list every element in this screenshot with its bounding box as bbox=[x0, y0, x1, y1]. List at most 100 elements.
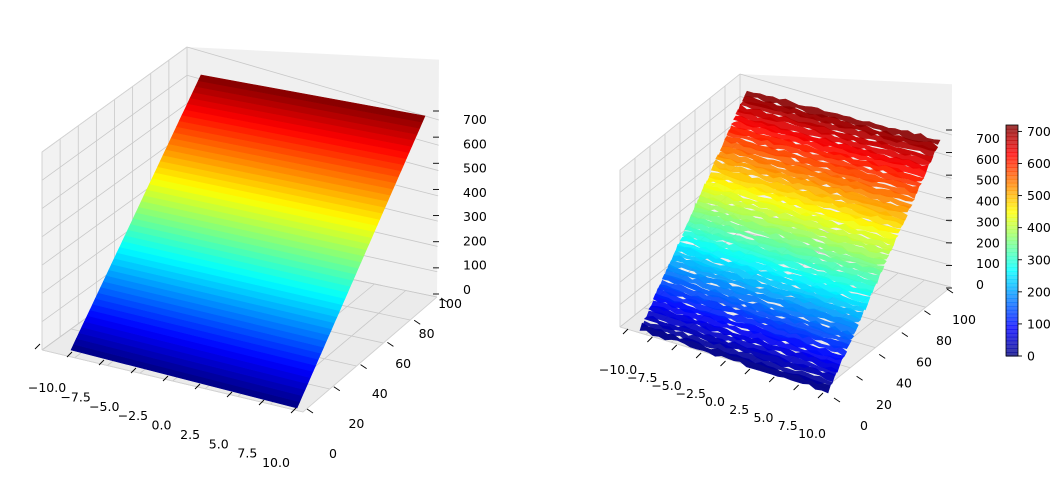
colorbar-segment bbox=[1006, 225, 1018, 230]
colorbar-segment bbox=[1006, 302, 1018, 307]
grid-back-z bbox=[739, 73, 953, 136]
x-axis-tick-label: 7.5 bbox=[778, 418, 798, 433]
z-axis-tick-label: 100 bbox=[463, 258, 487, 273]
colorbar-segment bbox=[1006, 198, 1018, 203]
colorbar-segment bbox=[1006, 267, 1018, 272]
z-axis-tick-label: 300 bbox=[976, 214, 1000, 229]
surface-strip bbox=[744, 90, 941, 145]
x-axis-tick-label: 7.5 bbox=[237, 446, 257, 461]
grid-z bbox=[41, 131, 188, 238]
colorbar-segment bbox=[1006, 178, 1018, 184]
surface-strip bbox=[672, 250, 866, 313]
colorbar-segment bbox=[1006, 286, 1018, 292]
left-surface-plot: −10.0−7.5−5.0−2.5 0.0 2.5 5.0 7.5 10.0 0 20 40 60… bbox=[28, 46, 487, 470]
colorbar-segment bbox=[1006, 202, 1018, 207]
grid-z bbox=[619, 118, 741, 216]
colorbar-segment bbox=[1006, 163, 1018, 168]
x-axis-tick bbox=[130, 367, 137, 374]
x-axis-tick bbox=[817, 392, 824, 399]
colorbar-segment bbox=[1006, 167, 1018, 172]
surface-strip bbox=[704, 180, 899, 240]
surface-strip bbox=[724, 135, 920, 194]
colorbar-segment bbox=[1006, 209, 1018, 215]
surface-strip bbox=[717, 151, 913, 209]
colorbar-tick-label: 500 bbox=[1027, 188, 1051, 203]
surface-strip bbox=[686, 220, 880, 284]
colorbar-segment bbox=[1006, 194, 1018, 199]
y-axis-tick bbox=[878, 354, 886, 359]
colorbar-segment bbox=[1006, 155, 1018, 161]
y-axis-tick bbox=[360, 364, 367, 369]
y-axis-tick bbox=[946, 288, 954, 294]
colorbar-segment bbox=[1006, 221, 1018, 226]
colorbar-segment bbox=[1006, 271, 1018, 276]
y-axis-tick bbox=[413, 319, 421, 325]
colorbar-segment bbox=[1006, 136, 1018, 141]
z-axis-tick-label: 400 bbox=[463, 185, 487, 200]
colorbar-segment bbox=[1006, 298, 1018, 303]
x-axis-tick bbox=[695, 352, 702, 359]
x-axis-tick-label: 10.0 bbox=[798, 426, 826, 441]
colorbar-segment bbox=[1006, 282, 1018, 288]
colorbar-segment bbox=[1006, 275, 1018, 280]
colorbar-segment bbox=[1006, 344, 1018, 349]
x-axis-tick-label: −10.0 bbox=[599, 362, 637, 377]
x-axis-tick bbox=[98, 359, 105, 366]
colorbar-segment bbox=[1006, 144, 1018, 149]
colorbar-segment bbox=[1006, 244, 1018, 249]
surface-strip bbox=[646, 310, 838, 376]
x-axis-tick bbox=[744, 368, 751, 375]
colorbar-segment bbox=[1006, 340, 1018, 346]
x-axis-tick-label: −5.0 bbox=[89, 399, 119, 414]
x-axis-tick-label: 5.0 bbox=[209, 436, 229, 451]
x-axis-tick bbox=[793, 384, 799, 391]
surface-strip bbox=[197, 74, 426, 123]
colorbar-segment bbox=[1006, 232, 1018, 238]
x-axis-tick-label: 0.0 bbox=[152, 418, 172, 433]
y-axis-tick-label: 40 bbox=[896, 376, 912, 391]
colorbar-segment bbox=[1006, 248, 1018, 253]
colorbar-tick-label: 300 bbox=[1027, 252, 1051, 267]
colorbar-tick-label: 100 bbox=[1027, 316, 1051, 331]
y-axis-tick-label: 20 bbox=[348, 416, 364, 431]
surface-strip bbox=[699, 189, 894, 252]
x-axis-tick-label: −5.0 bbox=[651, 378, 681, 393]
surface-strip bbox=[728, 125, 925, 182]
colorbar-segment bbox=[1006, 290, 1018, 295]
x-axis-tick-label: 5.0 bbox=[754, 410, 774, 425]
surface-strip bbox=[688, 214, 883, 276]
x-axis-tick-label: −10.0 bbox=[28, 380, 66, 395]
z-axis-tick-label: 300 bbox=[463, 209, 487, 224]
colorbar-segment bbox=[1006, 352, 1018, 357]
x-axis-tick bbox=[162, 375, 169, 382]
colorbar-tick-label: 400 bbox=[1027, 220, 1051, 235]
z-axis-tick-label: 500 bbox=[976, 173, 1000, 188]
y-axis-tick-label: 80 bbox=[936, 333, 952, 348]
x-axis-tick-label: −2.5 bbox=[676, 386, 706, 401]
colorbar-segment bbox=[1006, 279, 1018, 284]
surface-strip bbox=[670, 254, 864, 319]
colorbar-segment bbox=[1006, 182, 1018, 188]
x-axis-tick-label: −7.5 bbox=[627, 370, 657, 385]
y-axis-tick bbox=[333, 386, 341, 392]
colorbar-segment bbox=[1006, 313, 1018, 319]
y-axis-tick-label: 20 bbox=[876, 397, 892, 412]
x-axis-tick bbox=[34, 343, 41, 350]
z-axis-tick-label: 200 bbox=[976, 235, 1000, 250]
grid-back-z bbox=[186, 46, 440, 121]
z-axis-tick-label: 600 bbox=[463, 136, 487, 151]
pane-edge bbox=[41, 46, 188, 350]
surface-strip bbox=[713, 159, 908, 221]
surface-strip bbox=[668, 260, 862, 323]
y-axis-tick bbox=[901, 332, 909, 337]
right-surface-plot: −10.0−7.5−5.0−2.50.0 2.5 5.0 7.510.0 0 20 40 60… bbox=[599, 73, 1000, 441]
x-axis-tick bbox=[622, 328, 629, 335]
colorbar-segment bbox=[1006, 325, 1018, 330]
colorbar-segment bbox=[1006, 132, 1018, 138]
surface-strip bbox=[655, 288, 848, 357]
colorbar-segment bbox=[1006, 294, 1018, 299]
z-axis-tick-label: 200 bbox=[463, 233, 487, 248]
colorbar-segment bbox=[1006, 305, 1018, 311]
colorbar-segment bbox=[1006, 159, 1018, 165]
